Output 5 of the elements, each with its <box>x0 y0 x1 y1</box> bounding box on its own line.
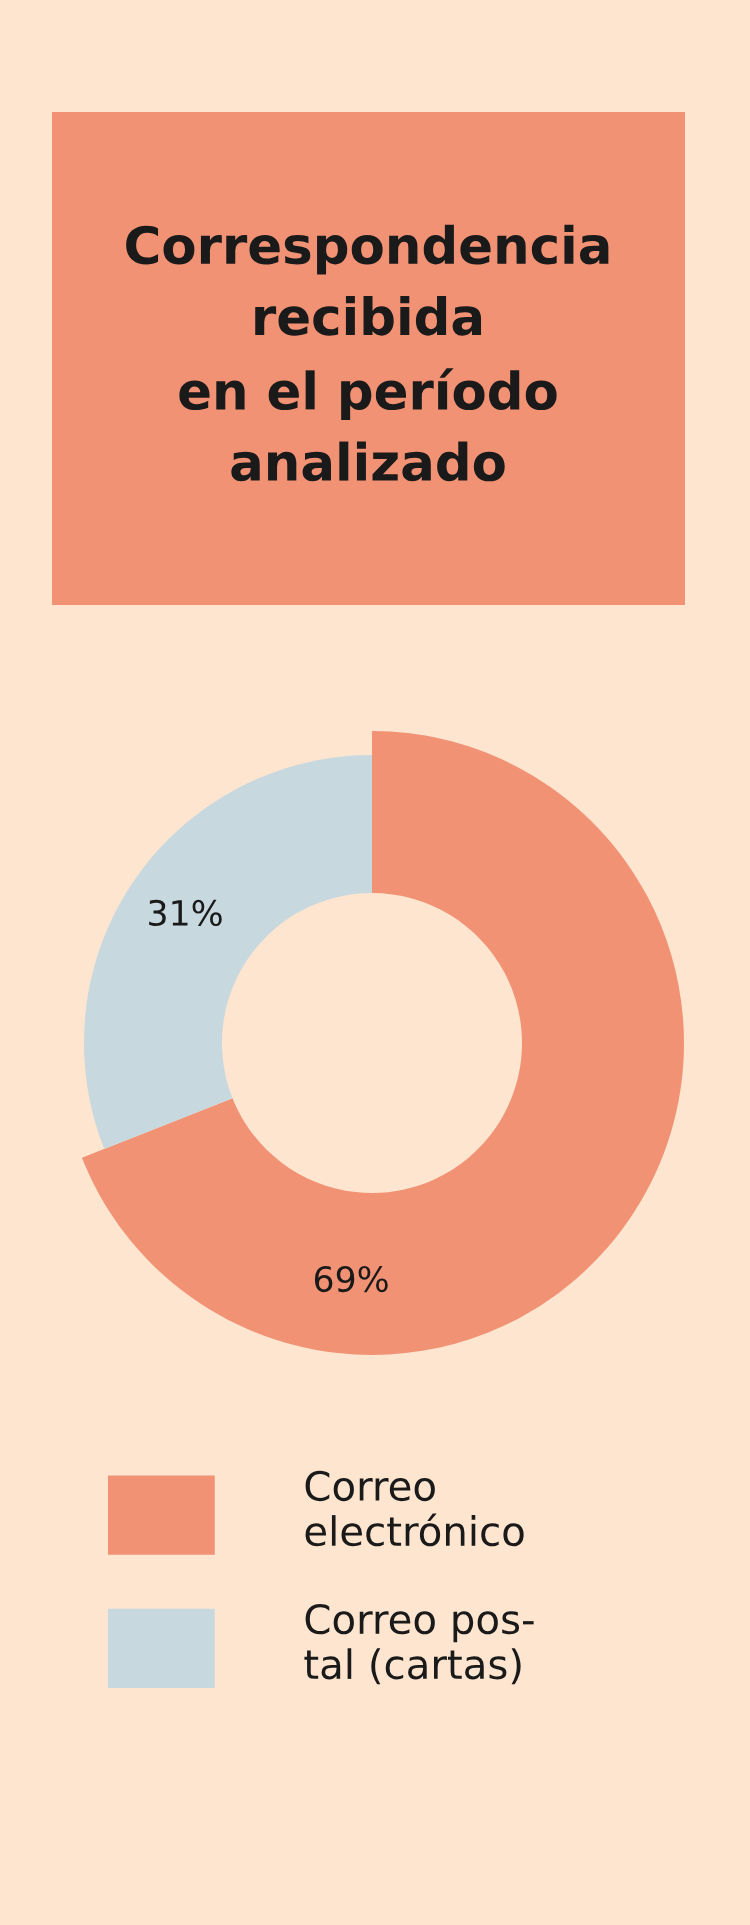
data-label: 31% <box>149 899 222 927</box>
data-label: 69% <box>314 1265 388 1293</box>
chart-title: Correspondencia recibida en el período analizado <box>126 224 609 482</box>
legend-label: Correo electrónico <box>305 1470 524 1547</box>
legend-label: Correo pos- tal (cartas) <box>304 1603 534 1685</box>
